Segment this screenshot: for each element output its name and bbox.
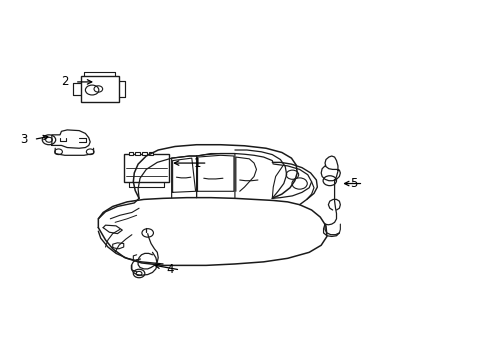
Bar: [128, 153, 133, 155]
Bar: [135, 153, 140, 155]
Text: 2: 2: [61, 76, 68, 89]
Bar: [81, 76, 119, 102]
Text: 5: 5: [349, 177, 356, 190]
Text: 4: 4: [166, 264, 174, 276]
Bar: [148, 153, 153, 155]
Bar: [142, 153, 146, 155]
Bar: [123, 154, 169, 182]
Text: 1: 1: [193, 157, 201, 170]
Text: 3: 3: [20, 133, 27, 146]
